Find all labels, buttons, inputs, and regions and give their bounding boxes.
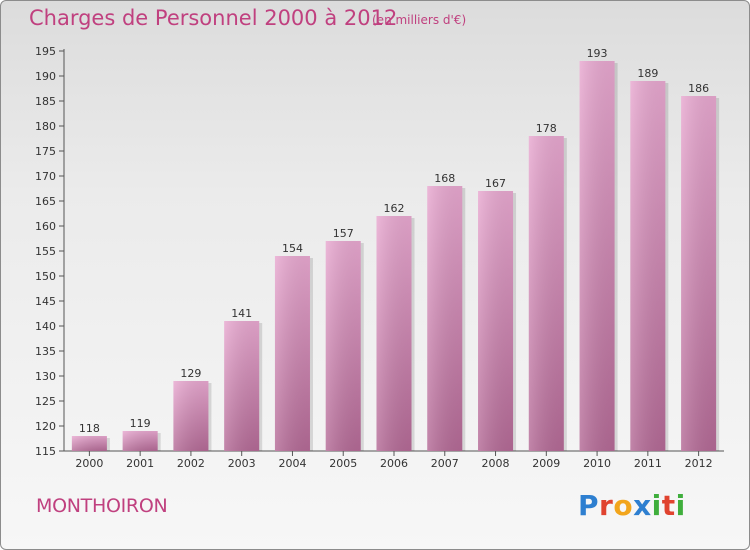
- x-tick-label: 2010: [583, 457, 611, 470]
- y-tick-label: 160: [35, 220, 56, 233]
- x-tick-label: 2009: [532, 457, 560, 470]
- y-axis: 115 120 125 130 135 140 145 150 155 160 165 170 175 1…: [35, 45, 65, 458]
- bar-shade: [478, 191, 514, 451]
- x-tick-label: 2012: [685, 457, 713, 470]
- bar: [376, 216, 415, 451]
- bar-shade: [681, 96, 717, 451]
- y-tick-label: 175: [35, 145, 56, 158]
- y-tick-label: 125: [35, 395, 56, 408]
- proxiti-logo: Proxiti: [578, 489, 686, 522]
- y-tick-label: 140: [35, 320, 56, 333]
- y-tick-label: 130: [35, 370, 56, 383]
- bar-shade: [528, 136, 564, 451]
- y-tick-label: 180: [35, 120, 56, 133]
- y-tick-label: 135: [35, 345, 56, 358]
- x-tick-label: 2003: [228, 457, 256, 470]
- x-tick-label: 2005: [329, 457, 357, 470]
- bar: [122, 431, 161, 451]
- y-tick-label: 145: [35, 295, 56, 308]
- proxiti-logo-letter: i: [651, 489, 662, 522]
- y-tick-label: 150: [35, 270, 56, 283]
- y-tick-label: 165: [35, 195, 56, 208]
- bar-shade: [173, 381, 209, 451]
- x-tick-label: 2004: [278, 457, 306, 470]
- x-tick-label: 2002: [177, 457, 205, 470]
- bar: [630, 81, 669, 451]
- proxiti-logo-letter: t: [661, 489, 676, 522]
- value-label: 167: [485, 177, 506, 190]
- bar: [528, 136, 567, 451]
- value-label: 119: [130, 417, 151, 430]
- bar: [173, 381, 212, 451]
- x-tick-label: 2011: [634, 457, 662, 470]
- value-labels: 118 119 129 141 154 157 162 168 167 178 193 189 186: [79, 47, 709, 435]
- bar-shade: [376, 216, 412, 451]
- bar: [224, 321, 263, 451]
- y-tick-label: 115: [35, 445, 56, 458]
- bars: [71, 61, 720, 451]
- y-tick-label: 170: [35, 170, 56, 183]
- y-tick-label: 185: [35, 95, 56, 108]
- bar: [681, 96, 720, 451]
- chart-subtitle: (en milliers d'€): [372, 13, 467, 27]
- bar: [427, 186, 466, 451]
- proxiti-logo-letter: r: [599, 489, 614, 522]
- bar-shade: [224, 321, 260, 451]
- bar-shade: [122, 431, 158, 451]
- value-label: 118: [79, 422, 100, 435]
- value-label: 178: [536, 122, 557, 135]
- y-tick-label: 195: [35, 45, 56, 58]
- value-label: 162: [384, 202, 405, 215]
- bar: [579, 61, 618, 451]
- value-label: 168: [434, 172, 455, 185]
- y-tick-label: 155: [35, 245, 56, 258]
- bar-shade: [630, 81, 666, 451]
- bar-shade: [274, 256, 310, 451]
- proxiti-logo-letter: P: [578, 489, 600, 522]
- x-tick-label: 2006: [380, 457, 408, 470]
- bar-shade: [71, 436, 107, 451]
- proxiti-logo-letter: i: [675, 489, 686, 522]
- value-label: 141: [231, 307, 252, 320]
- proxiti-logo-letter: o: [613, 489, 634, 522]
- value-label: 129: [180, 367, 201, 380]
- bar-shade: [579, 61, 615, 451]
- x-tick-label: 2001: [126, 457, 154, 470]
- value-label: 189: [637, 67, 658, 80]
- x-tick-label: 2008: [482, 457, 510, 470]
- value-label: 193: [587, 47, 608, 60]
- y-tick-label: 120: [35, 420, 56, 433]
- bar: [71, 436, 110, 451]
- y-tick-label: 190: [35, 70, 56, 83]
- value-label: 186: [688, 82, 709, 95]
- x-axis: 2000 2001 2002 2003 2004 2005 2006 2007 2008 2009…: [64, 450, 724, 470]
- chart-title: Charges de Personnel 2000 à 2012: [29, 6, 398, 30]
- value-label: 154: [282, 242, 303, 255]
- bar-shade: [325, 241, 361, 451]
- value-label: 157: [333, 227, 354, 240]
- commune-name: MONTHOIRON: [36, 495, 168, 517]
- x-tick-label: 2007: [431, 457, 459, 470]
- bar-shade: [427, 186, 463, 451]
- bar: [325, 241, 364, 451]
- bar: [478, 191, 517, 451]
- bar: [274, 256, 313, 451]
- proxiti-logo-letter: x: [633, 489, 652, 522]
- x-tick-label: 2000: [75, 457, 103, 470]
